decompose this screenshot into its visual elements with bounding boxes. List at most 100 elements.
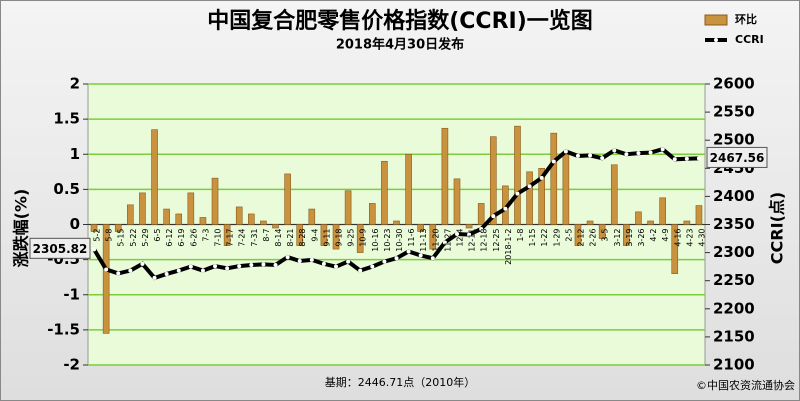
x-tick-label: 12-11 (468, 229, 477, 252)
y2-tick-label: 2150 (713, 327, 755, 345)
ccri-point (273, 262, 278, 267)
x-tick-label: 1-15 (528, 229, 537, 247)
ccri-point (358, 268, 363, 273)
ccri-point (406, 249, 411, 254)
x-tick-label: 11-13 (419, 229, 428, 252)
bar (610, 164, 618, 225)
x-tick-label: 8-28 (298, 229, 307, 247)
x-tick-label: 8-21 (286, 229, 295, 247)
value-label: 2305.82 (33, 242, 88, 256)
ccri-point (249, 262, 254, 267)
ccri-point (684, 156, 689, 161)
x-tick-label: 5-22 (129, 229, 138, 247)
bar (320, 224, 328, 246)
bar (647, 220, 654, 225)
bar (429, 224, 437, 250)
x-tick-label: 11-27 (443, 229, 452, 252)
y2-tick-label: 2200 (713, 299, 755, 317)
ccri-point (225, 266, 230, 271)
x-tick-label: 12-18 (480, 229, 489, 252)
x-tick-label: 5-29 (141, 229, 150, 247)
x-tick-label: 2018-1-2 (504, 229, 513, 265)
bar (187, 192, 195, 225)
footnote: 基期：2446.71点（2010年） (325, 375, 475, 389)
ccri-point (261, 262, 266, 267)
y2-tick-label: 2300 (713, 243, 755, 261)
y-tick-label: 0 (70, 215, 80, 233)
bar (574, 224, 582, 246)
ccri-point (309, 257, 314, 262)
bar (550, 132, 558, 225)
x-tick-label: 2-12 (576, 229, 585, 247)
x-tick-label: 11-20 (431, 229, 440, 252)
y-axis-title: 涨跌幅(%) (12, 189, 31, 268)
ccri-point (430, 256, 435, 261)
x-tick-label: 10-16 (371, 229, 380, 252)
ccri-point (394, 256, 399, 261)
legend-swatch (704, 14, 728, 26)
callout-box (29, 237, 91, 259)
ccri-point (237, 264, 242, 269)
bar (369, 203, 376, 225)
y2-tick-label: 2100 (713, 356, 755, 374)
x-tick-label: 2-26 (589, 229, 598, 247)
ccri-point (454, 232, 459, 237)
ccri-point (515, 191, 520, 196)
y-tick-label: -2 (63, 356, 80, 374)
bar (659, 197, 666, 225)
ccri-point (176, 268, 181, 273)
bar (308, 208, 316, 225)
ccri-point (128, 268, 133, 273)
bar (683, 220, 691, 225)
ccri-point (612, 148, 617, 153)
bar (272, 224, 279, 229)
ccri-point (285, 255, 290, 260)
x-tick-label: 4-9 (661, 229, 670, 242)
ccri-point (104, 267, 109, 272)
bar (477, 203, 485, 225)
bar (489, 136, 497, 225)
bar (127, 204, 134, 225)
bar (417, 224, 424, 232)
ccri-point (624, 152, 629, 157)
bar (465, 224, 473, 229)
ccri-point (346, 259, 351, 264)
ccri-point (527, 184, 532, 189)
bar (332, 224, 340, 250)
x-tick-label: 9-18 (335, 229, 344, 247)
legend-label: CCRI (735, 33, 764, 46)
x-tick-label: 6-19 (177, 229, 186, 247)
x-tick-label: 1-8 (516, 229, 525, 242)
bar (260, 220, 267, 225)
ccri-point (539, 175, 544, 180)
ccri-point (479, 226, 484, 231)
x-tick-label: 3-12 (613, 229, 622, 247)
ccri-point (442, 240, 447, 245)
x-tick-label: 10-9 (359, 229, 368, 247)
x-tick-label: 7-17 (226, 229, 235, 247)
x-tick-label: 6-12 (165, 229, 174, 247)
y-tick-label: 1 (70, 145, 80, 163)
x-tick-label: 4-23 (685, 229, 694, 247)
bar (514, 125, 521, 225)
x-tick-label: 5-2 (93, 229, 102, 242)
x-tick-label: 10-30 (395, 229, 404, 252)
y2-tick-label: 2550 (713, 103, 755, 121)
legend-label: 环比 (735, 12, 757, 26)
y-tick-label: 0.5 (53, 180, 80, 198)
bar (344, 190, 352, 225)
ccri-point (213, 264, 218, 269)
ccri-point (152, 275, 157, 280)
y-tick-label: 1.5 (53, 110, 80, 128)
ccri-point (467, 232, 472, 237)
bar (235, 206, 243, 225)
ccri-point (660, 147, 665, 152)
legend-dot (714, 38, 718, 42)
bar (139, 192, 146, 225)
bar (199, 217, 207, 225)
x-tick-label: 9-4 (310, 229, 319, 242)
bar (175, 213, 183, 225)
bar (526, 171, 533, 225)
bar (211, 177, 219, 225)
